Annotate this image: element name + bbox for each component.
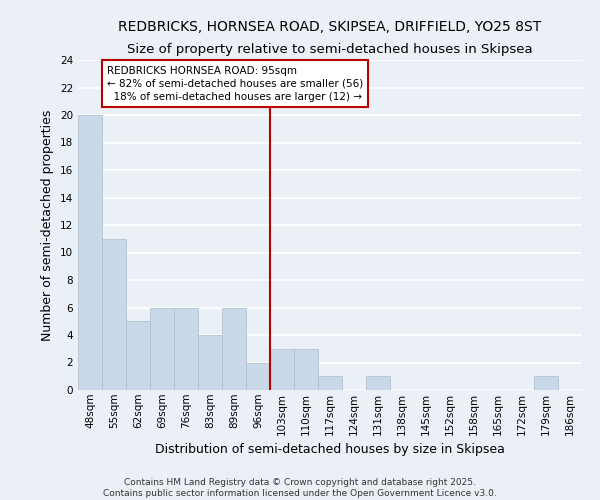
- Bar: [246, 362, 270, 390]
- Text: REDBRICKS HORNSEA ROAD: 95sqm
← 82% of semi-detached houses are smaller (56)
  1: REDBRICKS HORNSEA ROAD: 95sqm ← 82% of s…: [107, 66, 363, 102]
- Text: REDBRICKS, HORNSEA ROAD, SKIPSEA, DRIFFIELD, YO25 8ST: REDBRICKS, HORNSEA ROAD, SKIPSEA, DRIFFI…: [118, 20, 542, 34]
- Text: Contains HM Land Registry data © Crown copyright and database right 2025.
Contai: Contains HM Land Registry data © Crown c…: [103, 478, 497, 498]
- X-axis label: Distribution of semi-detached houses by size in Skipsea: Distribution of semi-detached houses by …: [155, 443, 505, 456]
- Text: Size of property relative to semi-detached houses in Skipsea: Size of property relative to semi-detach…: [127, 42, 533, 56]
- Bar: [102, 239, 126, 390]
- Bar: [174, 308, 198, 390]
- Bar: [126, 322, 150, 390]
- Bar: [270, 349, 294, 390]
- Y-axis label: Number of semi-detached properties: Number of semi-detached properties: [41, 110, 55, 340]
- Bar: [150, 308, 174, 390]
- Bar: [366, 376, 390, 390]
- Bar: [294, 349, 318, 390]
- Bar: [222, 308, 246, 390]
- Bar: [534, 376, 558, 390]
- Bar: [78, 115, 102, 390]
- Bar: [198, 335, 222, 390]
- Bar: [318, 376, 342, 390]
